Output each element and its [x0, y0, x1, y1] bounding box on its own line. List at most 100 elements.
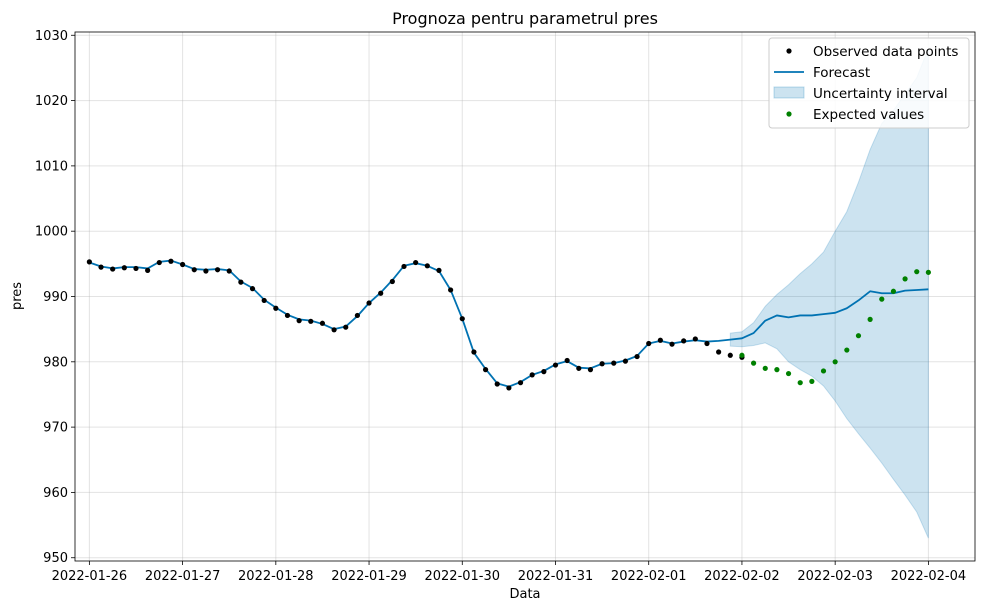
y-axis-ticks: 950 960 970 980 990 1000 1010 1020 1030 — [35, 29, 75, 566]
observed-point — [727, 352, 733, 358]
legend-label-forecast: Forecast — [813, 65, 870, 81]
y-tick-label: 1030 — [35, 29, 68, 44]
expected-point — [762, 365, 768, 371]
expected-point — [832, 359, 838, 365]
expected-point — [914, 269, 920, 275]
observed-point — [517, 380, 524, 386]
y-tick-label: 990 — [43, 290, 68, 305]
observed-point — [191, 267, 197, 273]
observed-point — [436, 267, 442, 273]
observed-point — [424, 263, 430, 269]
x-tick-label: 2022-01-30 — [424, 569, 500, 584]
observed-point — [180, 261, 186, 268]
x-tick-label: 2022-01-27 — [145, 569, 221, 584]
expected-point — [844, 347, 850, 353]
expected-points-layer — [739, 269, 931, 386]
expected-point — [890, 288, 897, 294]
observed-point — [448, 287, 454, 293]
expected-point — [774, 367, 780, 373]
x-axis-label: Data — [509, 587, 540, 602]
observed-point — [168, 258, 174, 264]
x-tick-label: 2022-01-28 — [238, 569, 314, 584]
observed-point — [459, 316, 465, 322]
y-tick-label: 1010 — [35, 159, 68, 174]
observed-point — [98, 264, 104, 270]
observed-point — [669, 341, 675, 347]
legend-label-uncertainty: Uncertainty interval — [813, 86, 948, 102]
observed-point — [226, 268, 232, 274]
observed-point — [506, 385, 512, 391]
expected-point — [785, 370, 792, 377]
observed-point — [681, 338, 687, 344]
expected-point — [739, 352, 745, 358]
legend-label-expected: Expected values — [813, 107, 924, 123]
observed-point — [401, 263, 407, 270]
x-tick-label: 2022-02-04 — [891, 569, 967, 584]
expected-point — [809, 378, 815, 384]
legend-box — [768, 37, 970, 129]
observed-point — [716, 349, 722, 355]
y-tick-label: 950 — [43, 551, 68, 566]
chart-title: Prognoza pentru parametrul pres — [392, 9, 658, 28]
x-tick-label: 2022-02-02 — [704, 569, 780, 584]
observed-point — [529, 372, 535, 378]
observed-point — [587, 367, 594, 373]
x-tick-label: 2022-01-31 — [518, 569, 594, 584]
uncertainty-band-layer — [729, 48, 929, 539]
expected-point — [855, 333, 862, 339]
observed-point — [296, 318, 302, 324]
observed-point — [413, 259, 419, 266]
expected-point — [879, 296, 885, 302]
observed-point — [541, 369, 547, 375]
observed-point — [110, 266, 116, 272]
observed-point — [622, 358, 629, 364]
y-tick-label: 970 — [43, 421, 68, 436]
observed-point — [133, 265, 139, 272]
y-tick-label: 1020 — [35, 94, 68, 109]
observed-point — [599, 361, 605, 367]
observed-point — [576, 365, 582, 371]
observed-point — [552, 362, 559, 368]
y-tick-label: 980 — [43, 355, 68, 370]
observed-point — [203, 268, 209, 274]
observed-point — [121, 265, 127, 271]
observed-point — [261, 297, 267, 304]
x-tick-label: 2022-02-03 — [797, 569, 873, 584]
observed-point — [366, 300, 372, 306]
observed-point — [378, 290, 384, 296]
observed-point — [704, 340, 710, 347]
observed-point — [343, 324, 349, 330]
observed-point — [354, 312, 360, 319]
observed-point — [156, 259, 162, 266]
x-axis-ticks: 2022-01-26 2022-01-27 2022-01-28 2022-01-29… — [52, 561, 967, 584]
observed-point — [249, 286, 256, 292]
observed-point — [634, 353, 640, 360]
y-tick-label: 960 — [43, 486, 68, 501]
observed-point — [214, 267, 221, 273]
x-tick-label: 2022-02-01 — [611, 569, 687, 584]
observed-point — [319, 320, 326, 326]
observed-point — [284, 312, 291, 319]
legend-marker-uncertainty — [773, 86, 805, 99]
observed-point — [471, 349, 477, 355]
observed-point — [273, 305, 279, 311]
observed-point — [145, 267, 151, 273]
observed-point — [389, 278, 395, 285]
legend-marker-observed — [786, 48, 792, 54]
legend: Observed data points Forecast Uncertaint… — [768, 37, 970, 129]
legend-marker-expected — [786, 111, 792, 117]
observed-point — [482, 367, 489, 373]
observed-point — [238, 279, 244, 285]
observed-point — [86, 259, 92, 265]
observed-point — [331, 327, 337, 333]
expected-point — [867, 316, 873, 322]
x-tick-label: 2022-01-29 — [331, 569, 407, 584]
x-tick-label: 2022-01-26 — [52, 569, 128, 584]
observed-point — [646, 340, 652, 347]
uncertainty-band — [729, 48, 929, 539]
observed-point — [564, 357, 570, 364]
expected-point — [925, 269, 931, 275]
observed-point — [611, 360, 617, 366]
observed-point — [657, 337, 663, 343]
